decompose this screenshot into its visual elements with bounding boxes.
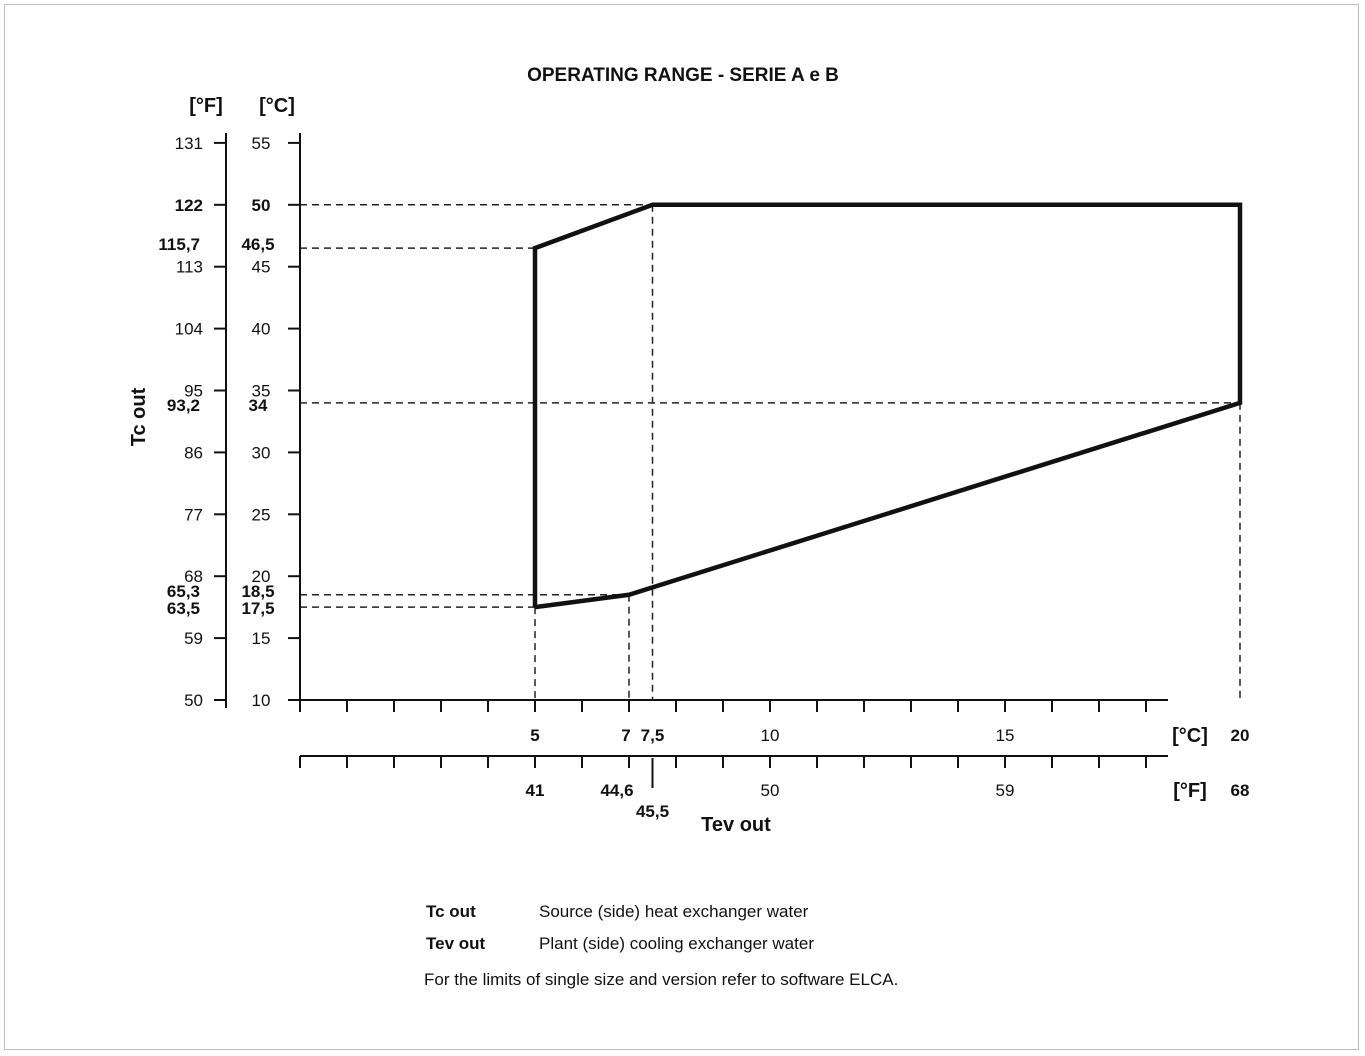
x-tick-label-c: 7 xyxy=(621,726,630,745)
y-tick-label-f: 59 xyxy=(184,629,203,648)
x-tick-label-c: 20 xyxy=(1231,726,1250,745)
y-tick-label-f: 113 xyxy=(176,258,203,277)
y-special-label-f: 63,5 xyxy=(167,599,200,618)
x-axis-label: Tev out xyxy=(701,814,771,836)
x-tick-label-f: 68 xyxy=(1231,781,1250,800)
y-tick-label-f: 68 xyxy=(184,567,203,586)
legend-desc-tc: Source (side) heat exchanger water xyxy=(539,902,809,921)
y-tick-label-c: 55 xyxy=(252,134,271,153)
legend: Tc out Source (side) heat exchanger wate… xyxy=(424,902,898,989)
x-tick-label-f: 50 xyxy=(761,781,780,800)
legend-term-tev: Tev out xyxy=(426,934,486,953)
y-tick-label-c: 10 xyxy=(252,691,271,710)
y-tick-label-c: 15 xyxy=(252,629,271,648)
legend-note: For the limits of single size and versio… xyxy=(424,970,898,989)
y-tick-label-f: 77 xyxy=(184,505,203,524)
legend-term-tc: Tc out xyxy=(426,902,476,921)
y-tick-label-c: 40 xyxy=(252,320,271,339)
y-tick-labels: 10 50 15 59 20 68 25 77 30 86 35 95 40 104 45 113 50 122 5… xyxy=(158,134,274,710)
x-tick-label-c: 7,5 xyxy=(641,726,665,745)
y-special-label-f: 65,3 xyxy=(167,582,200,601)
x-tick-label-f: 44,6 xyxy=(600,781,633,800)
x-tick-label-f: 41 xyxy=(526,781,545,800)
x-tick-label-c: 5 xyxy=(530,726,539,745)
y-tick-label-f: 86 xyxy=(184,443,203,462)
y-tick-label-c: 45 xyxy=(252,258,271,277)
envelope-line xyxy=(532,202,1243,610)
y-special-label-f: 115,7 xyxy=(158,235,200,254)
y-special-label-f: 93,2 xyxy=(167,396,200,415)
y-tick-label-c: 20 xyxy=(252,567,271,586)
y-special-label-c: 17,5 xyxy=(241,599,274,618)
x-tick-label-f: 59 xyxy=(996,781,1015,800)
y-tick-label-c: 50 xyxy=(252,196,271,215)
x-tick-label-f: 45,5 xyxy=(636,802,669,821)
y-tick-label-f: 95 xyxy=(184,382,203,401)
y-special-label-c: 34 xyxy=(249,396,268,415)
legend-desc-tev: Plant (side) cooling exchanger water xyxy=(539,934,814,953)
y-tick-label-c: 35 xyxy=(252,382,271,401)
page-frame xyxy=(4,4,1359,1050)
y-tick-label-c: 25 xyxy=(252,505,271,524)
y-tick-label-f: 122 xyxy=(175,196,203,215)
dashed-guides xyxy=(300,204,1241,700)
x-tick-label-c: 15 xyxy=(996,726,1015,745)
x-unit-f: [°F] xyxy=(1173,780,1207,802)
x-tick-labels: 5 7 7,5 10 15 20 41 44,645,5 50 59 68 xyxy=(526,726,1250,821)
y-tick-label-f: 50 xyxy=(184,691,203,710)
operating-envelope xyxy=(532,202,1243,610)
x-unit-c: [°C] xyxy=(1172,725,1208,747)
y-tick-label-f: 104 xyxy=(175,320,203,339)
y-special-label-c: 46,5 xyxy=(241,235,274,254)
y-axis-label: Tc out xyxy=(128,387,150,446)
axes xyxy=(214,133,1168,788)
y-unit-c: [°C] xyxy=(259,95,295,117)
y-tick-label-f: 131 xyxy=(175,134,203,153)
y-tick-label-c: 30 xyxy=(252,443,271,462)
y-special-label-c: 18,5 xyxy=(241,582,274,601)
x-tick-label-c: 10 xyxy=(761,726,780,745)
y-unit-f: [°F] xyxy=(189,95,223,117)
chart-title: OPERATING RANGE - SERIE A e B xyxy=(527,65,839,86)
